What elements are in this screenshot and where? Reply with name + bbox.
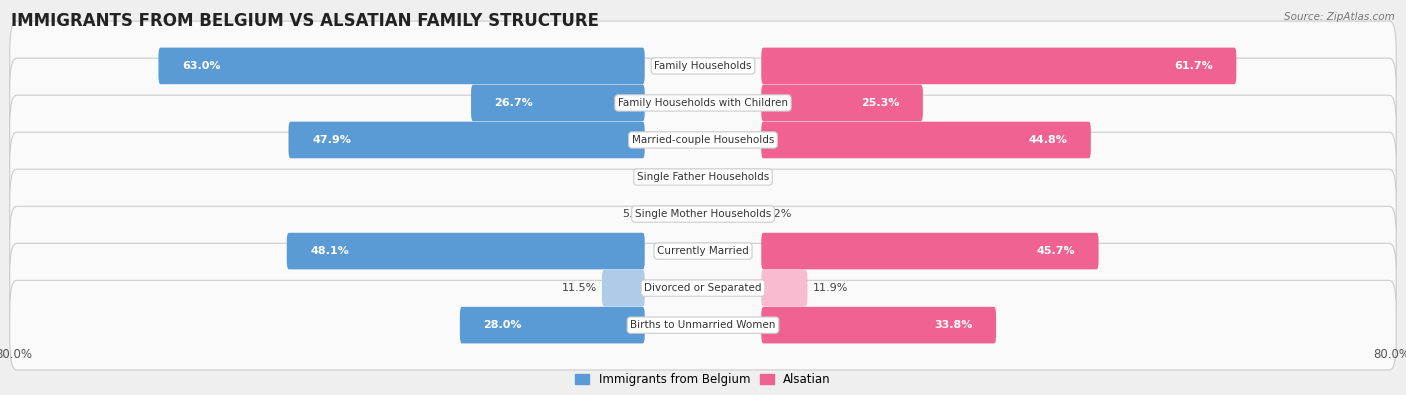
FancyBboxPatch shape <box>159 48 645 84</box>
Text: 47.9%: 47.9% <box>312 135 352 145</box>
Legend: Immigrants from Belgium, Alsatian: Immigrants from Belgium, Alsatian <box>571 369 835 391</box>
FancyBboxPatch shape <box>761 48 1236 84</box>
FancyBboxPatch shape <box>10 95 1396 185</box>
FancyBboxPatch shape <box>10 21 1396 111</box>
Text: IMMIGRANTS FROM BELGIUM VS ALSATIAN FAMILY STRUCTURE: IMMIGRANTS FROM BELGIUM VS ALSATIAN FAMI… <box>11 12 599 30</box>
Text: 2.0%: 2.0% <box>651 172 679 182</box>
FancyBboxPatch shape <box>287 233 645 269</box>
FancyBboxPatch shape <box>460 307 645 343</box>
FancyBboxPatch shape <box>761 307 995 343</box>
Text: 11.5%: 11.5% <box>562 283 598 293</box>
Text: Divorced or Separated: Divorced or Separated <box>644 283 762 293</box>
Text: Family Households with Children: Family Households with Children <box>619 98 787 108</box>
FancyBboxPatch shape <box>10 132 1396 222</box>
Text: Single Father Households: Single Father Households <box>637 172 769 182</box>
Text: 11.9%: 11.9% <box>813 283 848 293</box>
Text: 45.7%: 45.7% <box>1036 246 1076 256</box>
FancyBboxPatch shape <box>10 169 1396 259</box>
Text: 2.1%: 2.1% <box>728 172 756 182</box>
FancyBboxPatch shape <box>761 85 922 121</box>
Text: Family Households: Family Households <box>654 61 752 71</box>
Text: Married-couple Households: Married-couple Households <box>631 135 775 145</box>
Text: 6.2%: 6.2% <box>763 209 792 219</box>
Text: 5.3%: 5.3% <box>623 209 651 219</box>
Text: 25.3%: 25.3% <box>860 98 900 108</box>
FancyBboxPatch shape <box>10 58 1396 148</box>
Text: 28.0%: 28.0% <box>484 320 522 330</box>
Text: Single Mother Households: Single Mother Households <box>636 209 770 219</box>
FancyBboxPatch shape <box>471 85 645 121</box>
Text: 26.7%: 26.7% <box>495 98 533 108</box>
FancyBboxPatch shape <box>10 280 1396 370</box>
Text: 48.1%: 48.1% <box>311 246 349 256</box>
Text: Births to Unmarried Women: Births to Unmarried Women <box>630 320 776 330</box>
FancyBboxPatch shape <box>761 122 1091 158</box>
FancyBboxPatch shape <box>602 270 645 307</box>
FancyBboxPatch shape <box>10 206 1396 296</box>
Text: 44.8%: 44.8% <box>1028 135 1067 145</box>
Text: 61.7%: 61.7% <box>1174 61 1213 71</box>
FancyBboxPatch shape <box>10 243 1396 333</box>
FancyBboxPatch shape <box>761 233 1098 269</box>
Text: 33.8%: 33.8% <box>934 320 973 330</box>
Text: Currently Married: Currently Married <box>657 246 749 256</box>
Text: Source: ZipAtlas.com: Source: ZipAtlas.com <box>1284 12 1395 22</box>
Text: 63.0%: 63.0% <box>181 61 221 71</box>
FancyBboxPatch shape <box>761 270 807 307</box>
FancyBboxPatch shape <box>288 122 645 158</box>
